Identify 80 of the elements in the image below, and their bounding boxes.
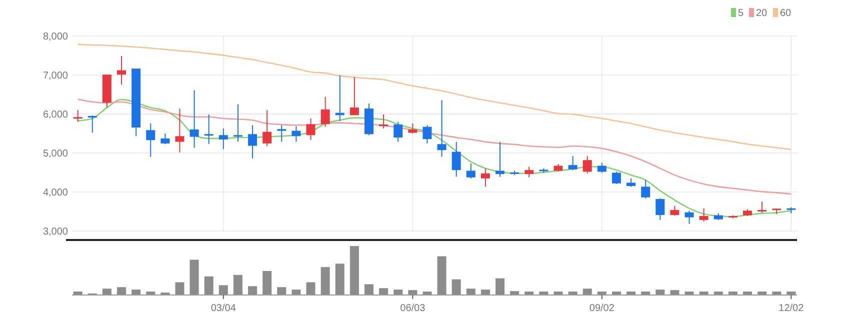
candlestick (582, 156, 592, 174)
x-tick-label: 06/03 (400, 303, 426, 314)
candlestick (758, 201, 767, 214)
candlestick (190, 90, 199, 148)
candlestick (88, 115, 97, 134)
candlestick (306, 118, 316, 141)
bar (496, 278, 505, 295)
candlestick (292, 126, 301, 142)
candlestick (568, 156, 578, 171)
candlestick (379, 114, 388, 129)
bar (408, 290, 418, 295)
candlestick (496, 141, 505, 178)
candlestick (452, 141, 461, 178)
bar (335, 264, 344, 295)
bar (292, 290, 301, 295)
candlestick (641, 180, 650, 199)
legend-label: 20 (756, 8, 768, 19)
candlestick (699, 208, 708, 222)
bar (277, 287, 286, 295)
candlestick (612, 171, 621, 185)
bar (656, 290, 665, 295)
candlestick (466, 162, 476, 179)
candlestick (175, 108, 184, 153)
legend-label: 60 (780, 8, 792, 19)
bar (466, 288, 476, 295)
bar (190, 260, 199, 295)
candlestick (422, 124, 432, 144)
bar (582, 288, 592, 295)
y-tick-label: 8,000 (42, 32, 68, 42)
candlestick (233, 104, 242, 142)
y-tick-label: 5,000 (42, 148, 68, 160)
bar (437, 256, 446, 295)
bar (394, 290, 403, 295)
candlestick (277, 124, 286, 142)
candlestick (160, 133, 170, 145)
bar (306, 282, 316, 295)
bar (218, 285, 228, 295)
y-tick-label: 3,000 (42, 226, 68, 238)
candlestick (146, 122, 156, 158)
bar (132, 290, 141, 295)
bar (117, 287, 126, 295)
candlestick (524, 166, 534, 178)
bar (248, 286, 258, 295)
candlestick (597, 162, 606, 174)
bar (262, 270, 272, 295)
y-tick-label: 4,000 (42, 188, 68, 198)
candlestick (670, 206, 680, 216)
candlestick (408, 122, 418, 134)
bar (364, 284, 374, 295)
bar (175, 282, 184, 295)
bar (379, 288, 388, 295)
candlestick (394, 121, 403, 142)
line-series (77, 44, 792, 150)
candlestick (350, 76, 359, 116)
bar (102, 288, 112, 295)
x-tick-label: 12/02 (778, 303, 804, 314)
candlestick (656, 198, 665, 220)
x-tick-label: 03/04 (210, 303, 236, 314)
bar (350, 246, 359, 295)
bar (233, 274, 242, 295)
y-tick-label: 7,000 (42, 70, 68, 82)
candlestick (262, 110, 272, 147)
candlestick (117, 55, 126, 86)
candlestick (204, 114, 214, 145)
candlestick (248, 124, 258, 159)
bar (204, 276, 214, 295)
bar (452, 279, 461, 295)
candlestick (437, 100, 446, 158)
legend-label: 5 (738, 8, 744, 19)
candlestick (320, 96, 330, 128)
bar (670, 290, 680, 295)
candlestick (684, 210, 694, 224)
line-series (77, 98, 792, 195)
candlestick (73, 110, 82, 122)
bar (480, 290, 490, 295)
candlestick (480, 168, 490, 188)
bar (320, 267, 330, 295)
candlestick (218, 128, 228, 150)
x-tick-label: 09/02 (589, 303, 615, 314)
y-tick-label: 6,000 (42, 110, 68, 120)
